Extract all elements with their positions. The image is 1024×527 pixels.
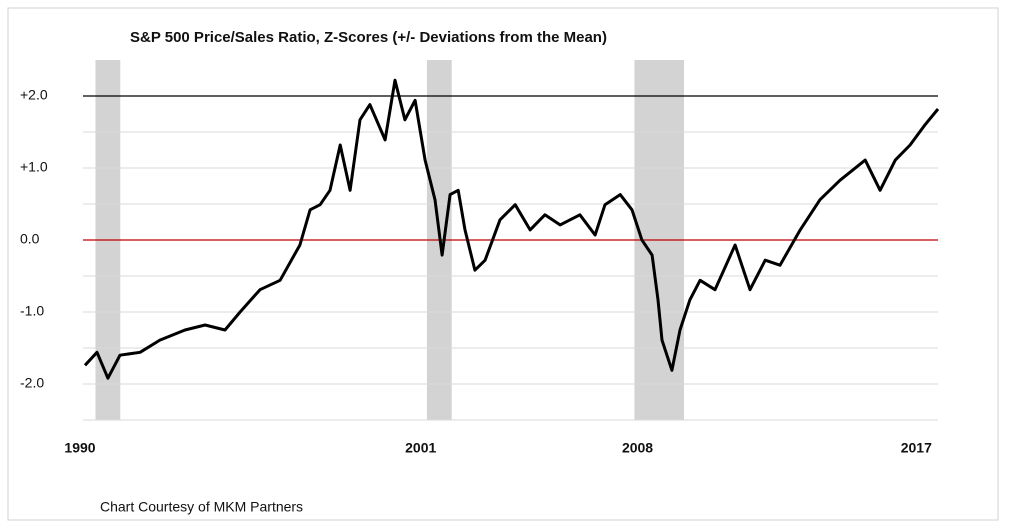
data-line [83,78,940,380]
caption: Chart Courtesy of MKM Partners [100,499,303,515]
frame [7,7,999,521]
x-tick-label: 2017 [901,440,932,456]
chart-title: S&P 500 Price/Sales Ratio, Z-Scores (+/-… [130,29,607,46]
x-tick-label: 2008 [622,440,653,456]
y-tick-label: -2.0 [20,375,44,391]
y-tick-label: -1.0 [20,303,44,319]
y-tick-label: +1.0 [20,159,48,175]
y-tick-label: 0.0 [20,231,40,247]
y-tick-label: +2.0 [20,87,48,103]
x-tick-label: 1990 [64,440,95,456]
x-tick-label: 2001 [405,440,436,456]
